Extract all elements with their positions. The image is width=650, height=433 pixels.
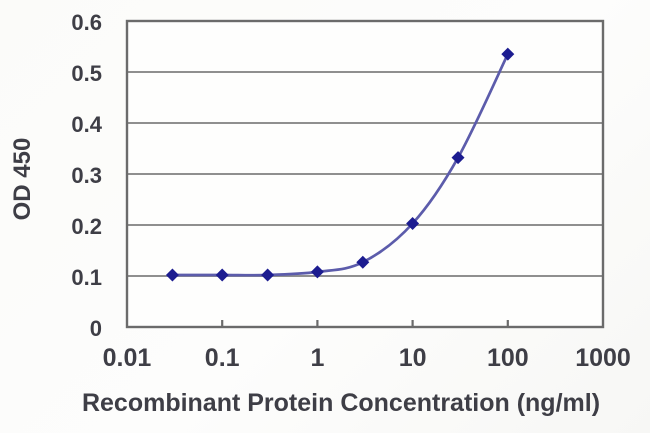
y-tick-label: 0.6 <box>71 10 102 35</box>
y-tick-label: 0.3 <box>71 163 102 188</box>
x-tick-label: 100 <box>486 344 529 372</box>
x-tick-label: 0.01 <box>102 344 152 372</box>
data-point-marker <box>501 47 515 61</box>
y-tick-label: 0 <box>89 316 102 341</box>
x-tick-label: 1 <box>310 344 325 372</box>
x-tick-label: 1000 <box>575 344 631 372</box>
x-tick-label: 0.1 <box>204 344 240 372</box>
y-tick-label: 0.2 <box>71 214 102 239</box>
data-point-marker <box>406 216 420 230</box>
data-point-marker <box>451 151 465 165</box>
data-point-marker <box>261 268 275 282</box>
data-point-marker <box>165 268 179 282</box>
y-axis-title: OD 450 <box>9 137 36 221</box>
y-tick-label: 0.5 <box>71 61 102 86</box>
data-point-marker <box>215 268 229 282</box>
y-tick-label: 0.4 <box>71 112 102 137</box>
x-tick-label: 10 <box>398 344 427 372</box>
y-tick-label: 0.1 <box>71 265 102 290</box>
data-point-marker <box>310 265 324 279</box>
x-axis-title: Recombinant Protein Concentration (ng/ml… <box>81 389 601 417</box>
plot-border <box>125 19 605 329</box>
data-point-marker <box>356 255 370 269</box>
